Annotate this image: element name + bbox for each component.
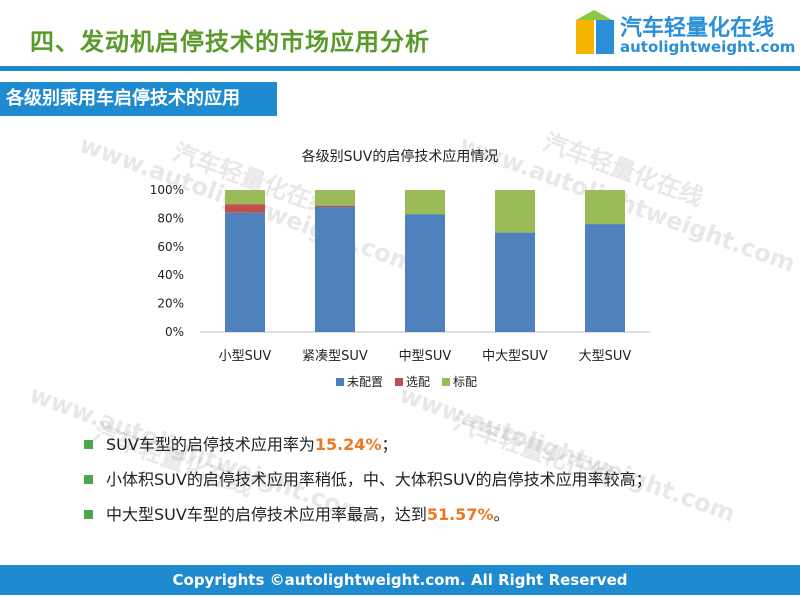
bullet-list: SUV车型的启停技术应用率为15.24%； 小体积SUV的启停技术应用率稍低，中… bbox=[84, 430, 784, 535]
bullet-text: 中大型SUV车型的启停技术应用率最高，达到 bbox=[106, 505, 427, 524]
chart-container: 0% 20% 40% 60% 80% 100% 小型SUV 紧凑型SUV 中型SUV 中大型SUV… bbox=[140, 132, 660, 402]
legend-label: 标配 bbox=[453, 375, 477, 389]
legend-swatch bbox=[336, 378, 344, 386]
bullet-item: SUV车型的启停技术应用率为15.24%； bbox=[84, 430, 784, 465]
bullet-highlight: 15.24% bbox=[314, 435, 382, 454]
bullet-square-icon bbox=[84, 510, 93, 519]
section-subtitle: 各级别乘用车启停技术的应用 bbox=[0, 82, 277, 116]
x-tick-label: 大型SUV bbox=[579, 349, 632, 364]
stacked-bar-chart: 0% 20% 40% 60% 80% 100% 小型SUV 紧凑型SUV 中型SUV 中大型SUV… bbox=[150, 183, 650, 389]
bullet-text: SUV车型的启停技术应用率为 bbox=[106, 435, 315, 454]
legend-label: 未配置 bbox=[347, 375, 383, 389]
y-tick-label: 20% bbox=[157, 297, 184, 311]
bar-segment bbox=[225, 190, 265, 205]
bar-segment bbox=[315, 205, 355, 208]
logo-url: autolightweight.com bbox=[620, 38, 796, 56]
header-divider bbox=[0, 66, 800, 71]
bar-segment bbox=[495, 232, 535, 332]
bar-segment bbox=[585, 190, 625, 225]
legend-label: 选配 bbox=[406, 375, 430, 389]
bullet-square-icon bbox=[84, 440, 93, 449]
x-tick-label: 小型SUV bbox=[219, 349, 272, 364]
page-title: 四、发动机启停技术的市场应用分析 bbox=[30, 28, 430, 56]
x-tick-label: 紧凑型SUV bbox=[302, 349, 368, 364]
y-tick-label: 0% bbox=[165, 325, 184, 339]
bullet-text-end: 。 bbox=[493, 505, 510, 524]
logo: 汽车轻量化在线 autolightweight.com bbox=[572, 8, 796, 60]
footer-copyright: Copyrights ©autolightweight.com. All Rig… bbox=[0, 565, 800, 595]
x-tick-label: 中大型SUV bbox=[482, 349, 548, 364]
bar-segment bbox=[315, 190, 355, 206]
legend-swatch bbox=[395, 378, 403, 386]
y-tick-label: 100% bbox=[150, 183, 184, 197]
bullet-item: 小体积SUV的启停技术应用率稍低，中、大体积SUV的启停技术应用率较高； bbox=[84, 465, 784, 500]
y-tick-label: 40% bbox=[157, 268, 184, 282]
bullet-highlight: 51.57% bbox=[426, 505, 494, 524]
bar-segment bbox=[225, 204, 265, 213]
legend-swatch bbox=[442, 378, 450, 386]
bar-segment bbox=[495, 190, 535, 233]
y-tick-label: 80% bbox=[157, 211, 184, 225]
chart-title: 各级别SUV的启停技术应用情况 bbox=[301, 149, 499, 165]
bar-segment bbox=[585, 224, 625, 332]
x-tick-label: 中型SUV bbox=[399, 349, 452, 364]
bar-segment bbox=[225, 212, 265, 332]
bar-segment bbox=[315, 207, 355, 332]
bar-segment bbox=[405, 214, 445, 332]
y-tick-label: 60% bbox=[157, 240, 184, 254]
bullet-item: 中大型SUV车型的启停技术应用率最高，达到51.57%。 bbox=[84, 500, 784, 535]
bullet-text: 小体积SUV的启停技术应用率稍低，中、大体积SUV的启停技术应用率较高； bbox=[106, 470, 652, 489]
bullet-text-end: ； bbox=[381, 435, 398, 454]
bullet-square-icon bbox=[84, 475, 93, 484]
logo-mark-icon bbox=[576, 10, 614, 54]
logo-name: 汽车轻量化在线 bbox=[620, 16, 775, 41]
bar-segment bbox=[405, 190, 445, 215]
